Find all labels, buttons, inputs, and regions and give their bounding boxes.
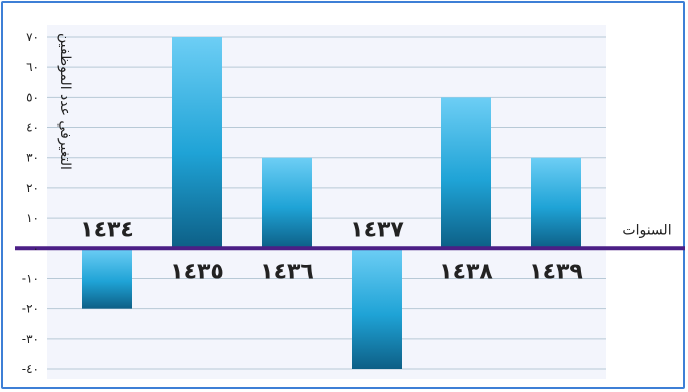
y-axis-label: التغيرفي عدد الموظفين <box>57 33 73 170</box>
bar <box>531 157 581 249</box>
y-tick-label: ٤٠ <box>26 121 39 135</box>
category-labels: ١٤٣٤ ١٤٣٥ ١٤٣٦ ١٤٣٧ ١٤٣٨ ١٤٣٩ <box>80 217 583 284</box>
y-tick-label: ١٠ <box>26 211 39 225</box>
x-axis-label: السنوات <box>622 222 671 238</box>
category-label: ١٤٣٤ <box>80 217 134 242</box>
y-tick-label: ٣٠ <box>26 151 39 165</box>
category-label: ١٤٣٥ <box>170 259 224 284</box>
y-tick-label: -٣٠ <box>22 332 39 346</box>
gridlines <box>47 36 606 370</box>
bar <box>172 37 222 249</box>
category-label: ١٤٣٧ <box>350 217 404 242</box>
y-tick-label: ٧٠ <box>26 30 39 44</box>
bar <box>262 157 312 249</box>
bar <box>352 248 402 369</box>
y-tick-label: -٤٠ <box>22 362 39 376</box>
y-tick-label: ٥٠ <box>26 90 39 104</box>
category-label: ١٤٣٦ <box>260 259 314 284</box>
y-tick-label: ٢٠ <box>26 181 39 195</box>
bars <box>82 37 581 369</box>
y-tick-label: ٦٠ <box>26 60 39 74</box>
y-tick-label: -١٠ <box>22 271 39 285</box>
y-tick-label: -٢٠ <box>22 302 39 316</box>
plot-background <box>47 25 606 379</box>
y-tick-label: ٠ <box>33 241 39 255</box>
category-label: ١٤٣٨ <box>439 259 493 284</box>
y-tick-labels: ٧٠ ٦٠ ٥٠ ٤٠ ٣٠ ٢٠ ١٠ ٠ -١٠ -٢٠ -٣٠ -٤٠ <box>22 30 39 376</box>
category-label: ١٤٣٩ <box>529 259 583 284</box>
bar <box>82 248 132 309</box>
bar <box>441 97 491 249</box>
bar-chart: ٧٠ ٦٠ ٥٠ ٤٠ ٣٠ ٢٠ ١٠ ٠ -١٠ -٢٠ -٣٠ -٤٠ ١٤٣٤ ١٤٣٥ ١٤٣٦… <box>15 25 685 379</box>
